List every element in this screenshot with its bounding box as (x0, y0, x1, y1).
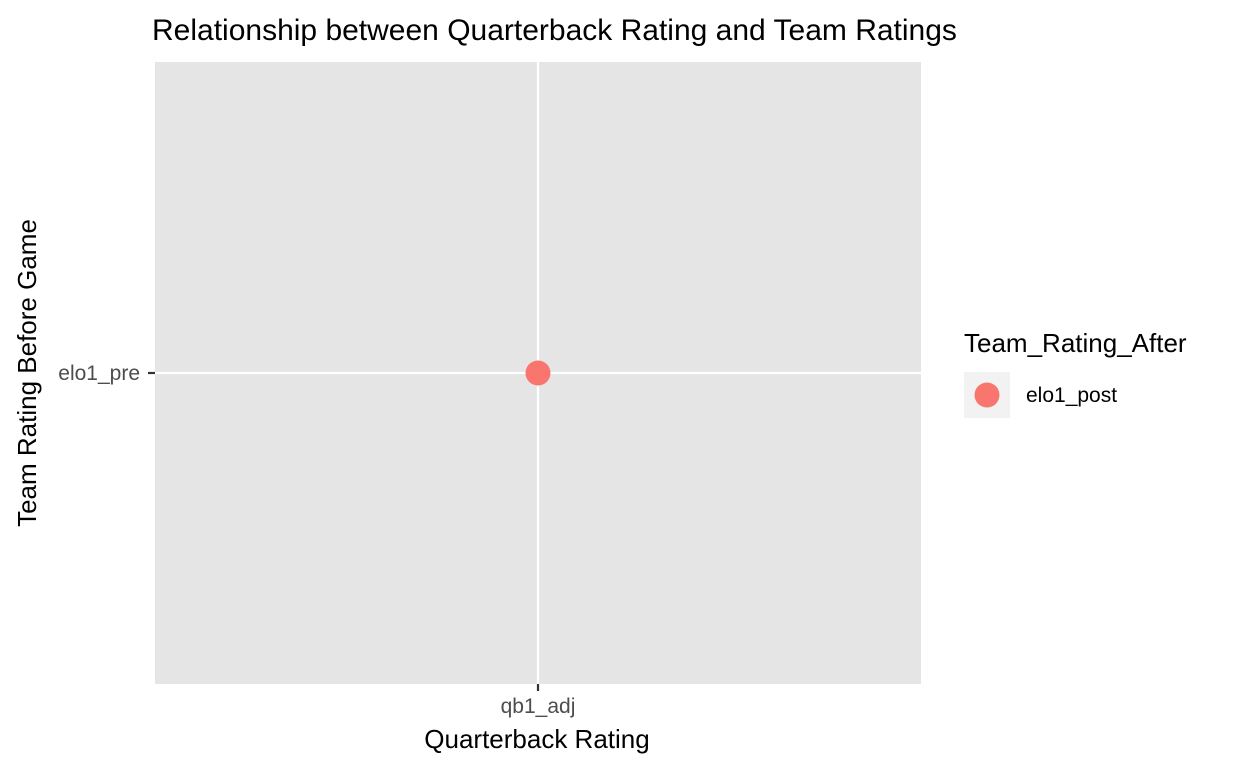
data-points (525, 360, 551, 386)
legend: Team_Rating_After elo1_post (964, 328, 1187, 418)
y-tick-label: elo1_pre (58, 362, 140, 385)
legend-title: Team_Rating_After (964, 328, 1187, 358)
y-axis-title: Team Rating Before Game (12, 219, 42, 527)
x-tick-label: qb1_adj (501, 695, 576, 718)
legend-key-point (974, 382, 1000, 408)
x-axis-title: Quarterback Rating (424, 724, 649, 754)
chart-title: Relationship between Quarterback Rating … (152, 14, 957, 47)
data-point (525, 360, 551, 386)
axes: qb1_adj elo1_pre (58, 362, 575, 718)
legend-label: elo1_post (1026, 384, 1117, 407)
legend-entries: elo1_post (964, 372, 1117, 418)
